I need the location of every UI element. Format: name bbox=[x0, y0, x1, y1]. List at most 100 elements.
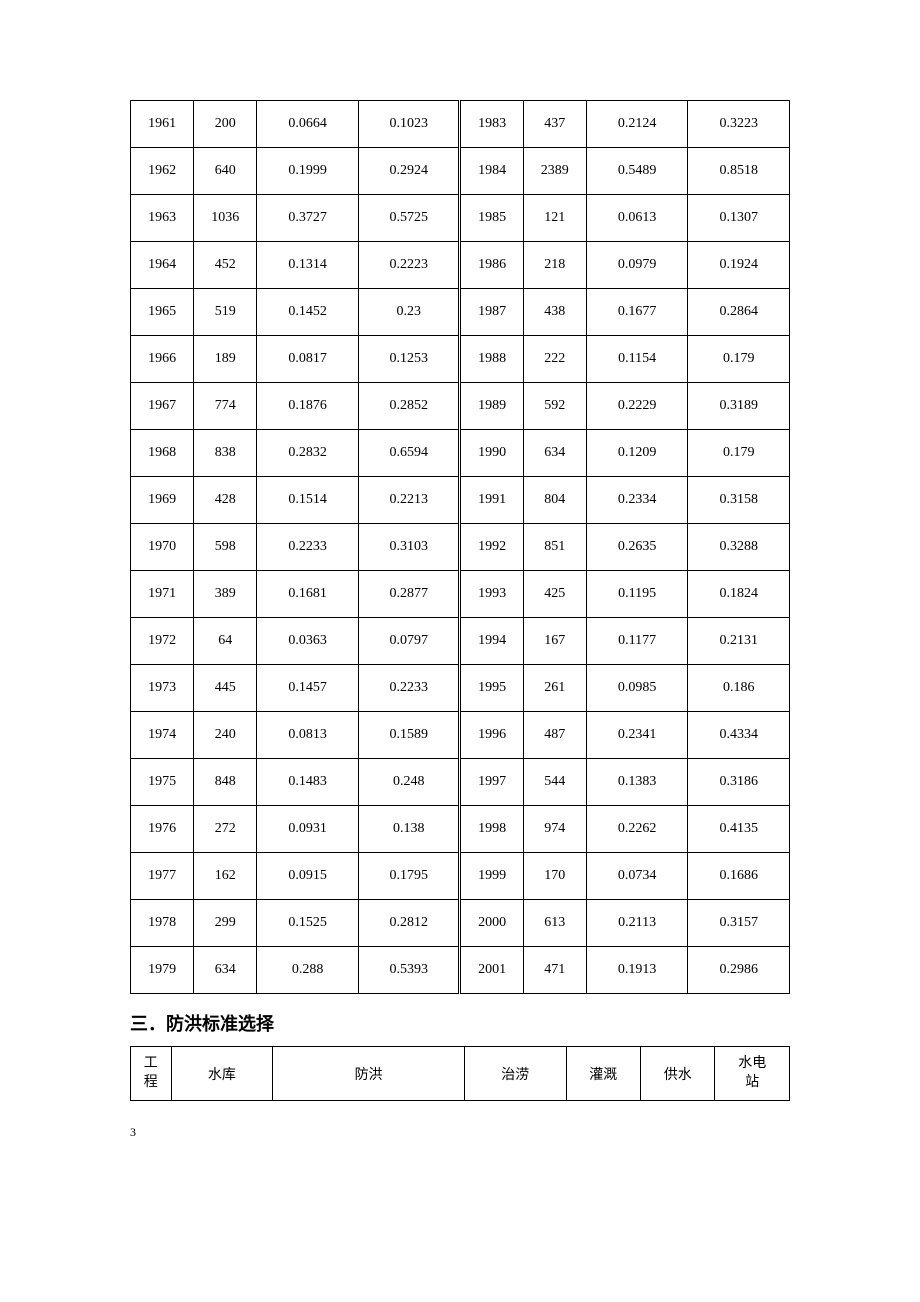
table-cell: 640 bbox=[194, 148, 257, 195]
table-cell: 0.2233 bbox=[358, 665, 460, 712]
category-cell-1: 水库 bbox=[171, 1047, 273, 1101]
table-cell: 1970 bbox=[131, 524, 194, 571]
table-cell: 0.0915 bbox=[257, 853, 359, 900]
table-cell: 1962 bbox=[131, 148, 194, 195]
table-cell: 1963 bbox=[131, 195, 194, 242]
table-cell: 189 bbox=[194, 336, 257, 383]
table-cell: 0.0363 bbox=[257, 618, 359, 665]
section-heading: 三．防洪标准选择 bbox=[130, 1010, 790, 1036]
table-cell: 0.2924 bbox=[358, 148, 460, 195]
table-cell: 0.2229 bbox=[586, 383, 688, 430]
table-cell: 389 bbox=[194, 571, 257, 618]
category-cell-0: 工程 bbox=[131, 1047, 172, 1101]
table-cell: 0.0613 bbox=[586, 195, 688, 242]
table-row: 19644520.13140.222319862180.09790.1924 bbox=[131, 242, 790, 289]
table-cell: 162 bbox=[194, 853, 257, 900]
table-cell: 2389 bbox=[523, 148, 586, 195]
category-table: 工程 水库 防洪 治涝 灌溉 供水 水电站 bbox=[130, 1046, 790, 1101]
table-row: 19713890.16810.287719934250.11950.1824 bbox=[131, 571, 790, 618]
table-cell: 0.3727 bbox=[257, 195, 359, 242]
table-cell: 0.2635 bbox=[586, 524, 688, 571]
table-cell: 0.1253 bbox=[358, 336, 460, 383]
table-row: 19688380.28320.659419906340.12090.179 bbox=[131, 430, 790, 477]
table-row: 19742400.08130.158919964870.23410.4334 bbox=[131, 712, 790, 759]
table-cell: 0.1913 bbox=[586, 947, 688, 994]
table-cell: 1964 bbox=[131, 242, 194, 289]
table-cell: 0.2124 bbox=[586, 101, 688, 148]
table-cell: 634 bbox=[523, 430, 586, 477]
table-cell: 170 bbox=[523, 853, 586, 900]
table-cell: 0.0664 bbox=[257, 101, 359, 148]
table-cell: 0.1483 bbox=[257, 759, 359, 806]
main-table-body: 19612000.06640.102319834370.21240.322319… bbox=[131, 101, 790, 994]
table-cell: 0.1209 bbox=[586, 430, 688, 477]
table-cell: 0.23 bbox=[358, 289, 460, 336]
table-cell: 0.5489 bbox=[586, 148, 688, 195]
table-cell: 1966 bbox=[131, 336, 194, 383]
table-cell: 0.5393 bbox=[358, 947, 460, 994]
category-cell-4: 灌溉 bbox=[566, 1047, 640, 1101]
table-cell: 0.1686 bbox=[688, 853, 790, 900]
table-cell: 838 bbox=[194, 430, 257, 477]
table-cell: 1971 bbox=[131, 571, 194, 618]
table-cell: 0.6594 bbox=[358, 430, 460, 477]
table-cell: 774 bbox=[194, 383, 257, 430]
table-cell: 1987 bbox=[460, 289, 523, 336]
table-cell: 0.3103 bbox=[358, 524, 460, 571]
table-cell: 1977 bbox=[131, 853, 194, 900]
table-cell: 0.2113 bbox=[586, 900, 688, 947]
table-cell: 0.179 bbox=[688, 336, 790, 383]
table-cell: 452 bbox=[194, 242, 257, 289]
table-cell: 1996 bbox=[460, 712, 523, 759]
table-cell: 613 bbox=[523, 900, 586, 947]
table-cell: 1994 bbox=[460, 618, 523, 665]
table-cell: 0.288 bbox=[257, 947, 359, 994]
table-cell: 1972 bbox=[131, 618, 194, 665]
table-cell: 0.138 bbox=[358, 806, 460, 853]
table-cell: 0.2852 bbox=[358, 383, 460, 430]
table-cell: 0.3223 bbox=[688, 101, 790, 148]
table-cell: 0.2864 bbox=[688, 289, 790, 336]
table-cell: 0.1795 bbox=[358, 853, 460, 900]
table-row: 19782990.15250.281220006130.21130.3157 bbox=[131, 900, 790, 947]
table-cell: 0.3186 bbox=[688, 759, 790, 806]
table-cell: 0.2812 bbox=[358, 900, 460, 947]
table-cell: 438 bbox=[523, 289, 586, 336]
table-cell: 487 bbox=[523, 712, 586, 759]
main-data-table: 19612000.06640.102319834370.21240.322319… bbox=[130, 100, 790, 994]
table-cell: 0.3189 bbox=[688, 383, 790, 430]
table-row: 1972640.03630.079719941670.11770.2131 bbox=[131, 618, 790, 665]
table-cell: 1986 bbox=[460, 242, 523, 289]
table-cell: 261 bbox=[523, 665, 586, 712]
table-cell: 974 bbox=[523, 806, 586, 853]
table-cell: 167 bbox=[523, 618, 586, 665]
page-number: 3 bbox=[130, 1125, 136, 1140]
table-cell: 2000 bbox=[460, 900, 523, 947]
table-cell: 634 bbox=[194, 947, 257, 994]
table-row: 19705980.22330.310319928510.26350.3288 bbox=[131, 524, 790, 571]
table-cell: 0.2986 bbox=[688, 947, 790, 994]
table-row: 19612000.06640.102319834370.21240.3223 bbox=[131, 101, 790, 148]
table-cell: 1983 bbox=[460, 101, 523, 148]
category-cell-5: 供水 bbox=[641, 1047, 715, 1101]
table-cell: 1989 bbox=[460, 383, 523, 430]
table-row: 19758480.14830.24819975440.13830.3186 bbox=[131, 759, 790, 806]
table-cell: 0.248 bbox=[358, 759, 460, 806]
table-cell: 1969 bbox=[131, 477, 194, 524]
table-cell: 445 bbox=[194, 665, 257, 712]
table-cell: 64 bbox=[194, 618, 257, 665]
table-row: 19796340.2880.539320014710.19130.2986 bbox=[131, 947, 790, 994]
table-cell: 0.1999 bbox=[257, 148, 359, 195]
table-cell: 0.2877 bbox=[358, 571, 460, 618]
table-cell: 0.3288 bbox=[688, 524, 790, 571]
table-cell: 0.2223 bbox=[358, 242, 460, 289]
table-cell: 0.0985 bbox=[586, 665, 688, 712]
table-cell: 0.179 bbox=[688, 430, 790, 477]
table-row: 19626400.19990.2924198423890.54890.8518 bbox=[131, 148, 790, 195]
table-cell: 0.186 bbox=[688, 665, 790, 712]
table-cell: 804 bbox=[523, 477, 586, 524]
table-cell: 519 bbox=[194, 289, 257, 336]
table-cell: 1997 bbox=[460, 759, 523, 806]
table-cell: 1973 bbox=[131, 665, 194, 712]
table-cell: 1961 bbox=[131, 101, 194, 148]
